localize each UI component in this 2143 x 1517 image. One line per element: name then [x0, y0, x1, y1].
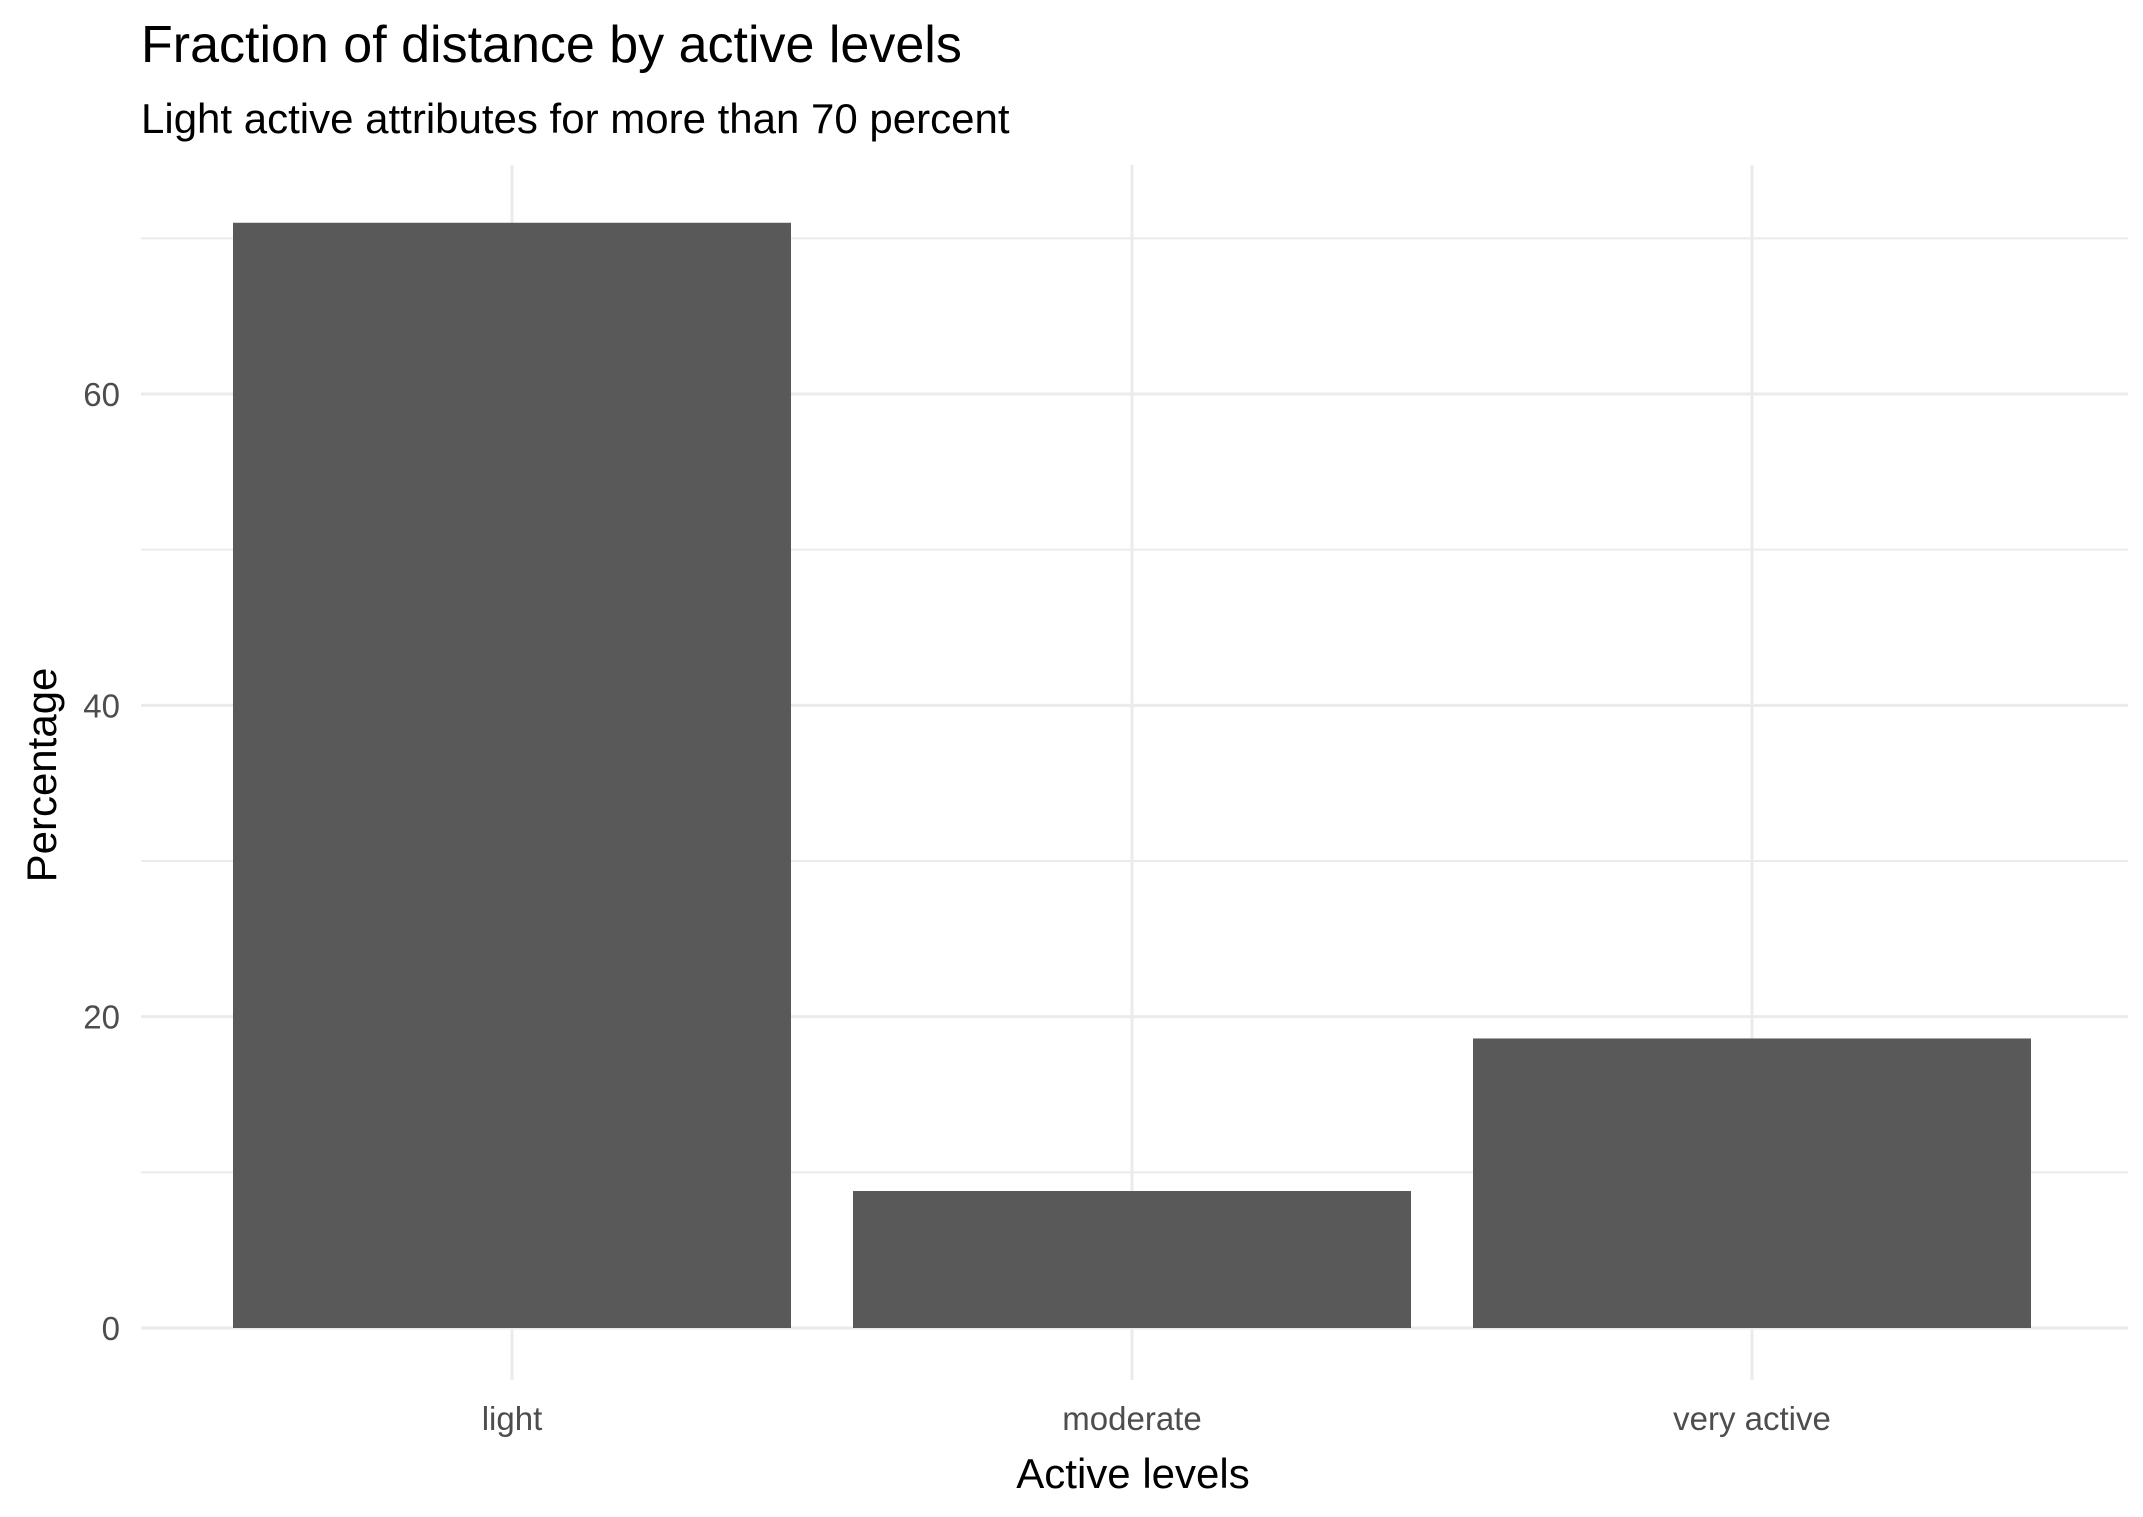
x-axis-title: Active levels — [1016, 1450, 1249, 1497]
chart-title: Fraction of distance by active levels — [141, 16, 962, 74]
bar-moderate — [853, 1191, 1411, 1328]
bars — [233, 222, 2031, 1329]
y-tick-label: 20 — [83, 999, 120, 1036]
bar-light — [233, 222, 791, 1329]
y-tick-label: 60 — [83, 376, 120, 413]
y-axis-title: Percentage — [18, 668, 65, 883]
y-axis-tick-labels: 0 20 40 60 — [83, 376, 120, 1347]
x-tick-label: light — [482, 1400, 543, 1437]
chart-subtitle: Light active attributes for more than 70… — [141, 95, 1010, 142]
y-tick-label: 0 — [102, 1310, 120, 1347]
x-tick-label: moderate — [1062, 1400, 1201, 1437]
bar-very-active — [1473, 1038, 2031, 1328]
x-tick-label: very active — [1673, 1400, 1831, 1437]
y-tick-label: 40 — [83, 687, 120, 724]
x-axis-tick-labels: light moderate very active — [482, 1400, 1831, 1437]
